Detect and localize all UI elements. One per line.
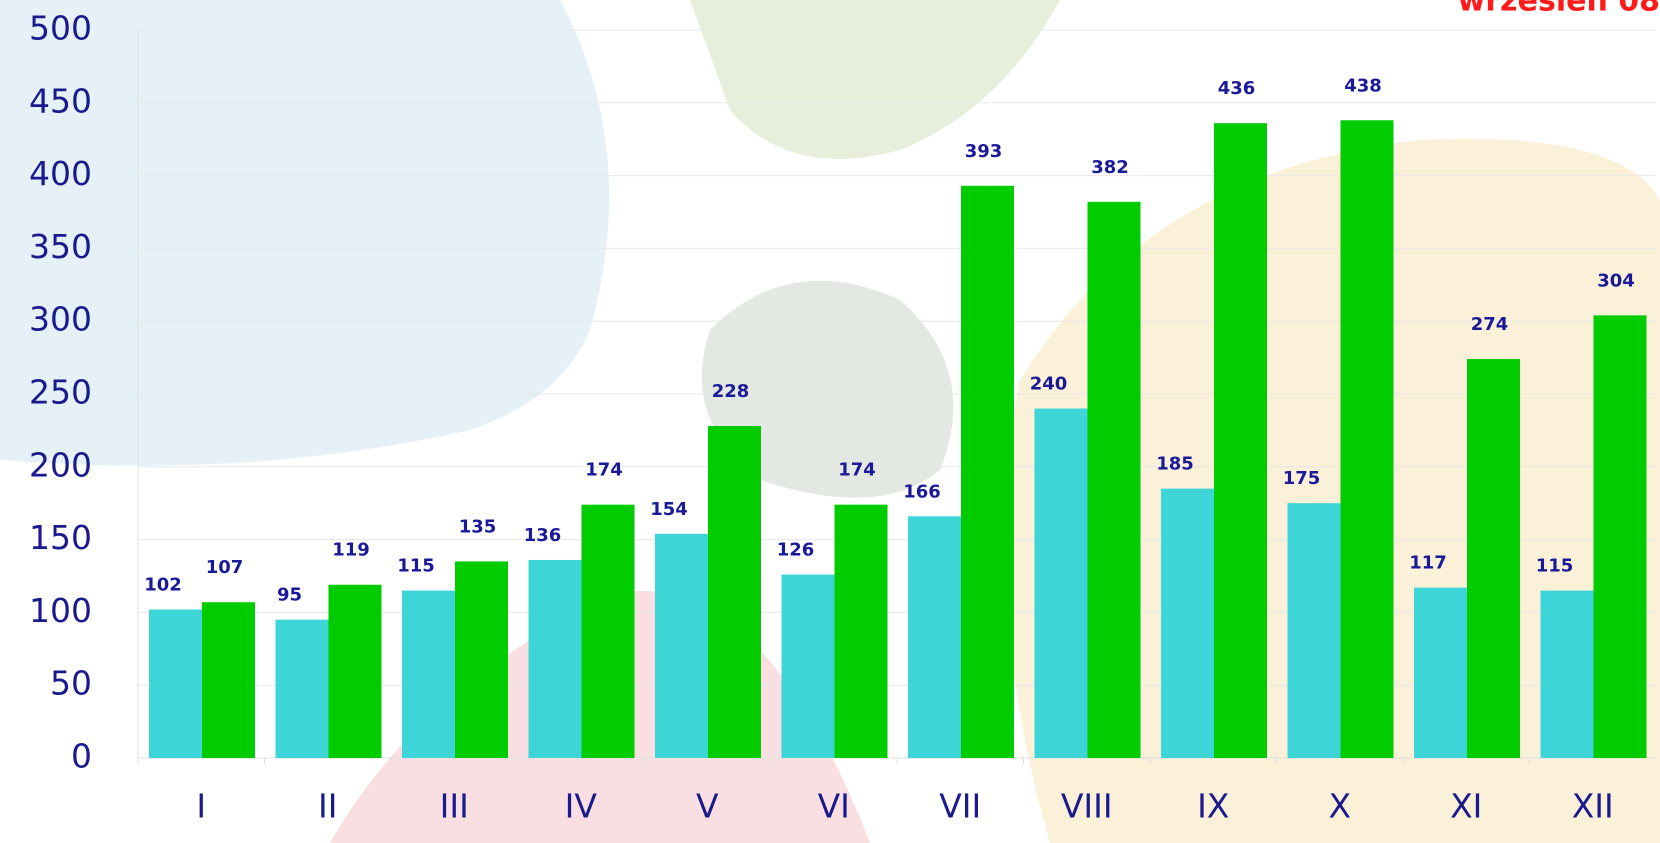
- bar: [782, 575, 835, 758]
- bar: [908, 516, 961, 758]
- bar: [708, 426, 761, 758]
- corner-label: wrzesień 08: [1458, 0, 1660, 19]
- bar: [276, 620, 329, 758]
- chart: wrzesień 08 0 50 100 150 200 250 300 350 400 450 5…: [0, 0, 1660, 843]
- x-tick-label: X: [1328, 787, 1351, 826]
- value-label: 438: [1344, 75, 1382, 96]
- value-label: 126: [777, 540, 815, 561]
- x-tick-label: IV: [565, 787, 598, 826]
- y-tick-label: 400: [29, 154, 92, 193]
- value-label: 166: [903, 481, 941, 502]
- bar: [149, 609, 202, 758]
- value-label: 274: [1471, 314, 1509, 335]
- x-tick-label: VI: [818, 787, 850, 826]
- value-label: 175: [1283, 468, 1321, 489]
- value-label: 115: [397, 556, 435, 577]
- bar: [1214, 123, 1267, 758]
- bar: [1035, 409, 1088, 758]
- value-label: 115: [1536, 556, 1574, 577]
- value-label: 154: [650, 499, 688, 520]
- y-tick-label: 150: [29, 518, 92, 557]
- value-label: 174: [585, 460, 623, 481]
- bar: [329, 585, 382, 758]
- bar: [1594, 315, 1647, 758]
- value-label: 185: [1156, 454, 1194, 475]
- value-label: 304: [1597, 270, 1635, 291]
- x-tick-label: IX: [1197, 787, 1229, 826]
- value-label: 95: [277, 585, 302, 606]
- bar: [961, 186, 1014, 758]
- value-label: 174: [838, 460, 876, 481]
- y-tick-label: 100: [29, 591, 92, 630]
- bar: [1088, 202, 1141, 758]
- bar: [202, 602, 255, 758]
- bar: [1288, 503, 1341, 758]
- bar: [1161, 489, 1214, 758]
- y-tick-label: 500: [29, 9, 92, 48]
- x-tick-label: VIII: [1061, 787, 1113, 826]
- value-label: 382: [1091, 157, 1129, 178]
- value-label: 228: [712, 381, 750, 402]
- x-tick-label: VII: [939, 787, 981, 826]
- value-label: 136: [524, 525, 562, 546]
- bar: [1467, 359, 1520, 758]
- x-tick-label: III: [440, 787, 469, 826]
- x-tick-label: V: [696, 787, 719, 826]
- x-tick-label: XI: [1450, 787, 1482, 826]
- x-tick-label: I: [196, 787, 206, 826]
- value-label: 135: [459, 516, 497, 537]
- bar: [529, 560, 582, 758]
- value-label: 436: [1218, 78, 1256, 99]
- bar: [455, 561, 508, 758]
- y-tick-label: 250: [29, 373, 92, 412]
- value-label: 117: [1409, 553, 1447, 574]
- value-label: 240: [1030, 374, 1068, 395]
- bar: [582, 505, 635, 758]
- bar: [1341, 120, 1394, 758]
- value-label: 393: [965, 141, 1003, 162]
- y-tick-label: 350: [29, 227, 92, 266]
- value-label: 119: [332, 540, 370, 561]
- bar: [1414, 588, 1467, 758]
- x-tick-label: XII: [1572, 787, 1614, 826]
- value-label: 102: [144, 574, 182, 595]
- value-label: 107: [206, 557, 244, 578]
- y-tick-label: 450: [29, 81, 92, 120]
- y-tick-label: 300: [29, 300, 92, 339]
- bar: [655, 534, 708, 758]
- y-tick-label: 200: [29, 445, 92, 484]
- y-tick-label: 50: [50, 664, 92, 703]
- y-tick-label: 0: [71, 737, 92, 776]
- x-tick-label: II: [318, 787, 337, 826]
- bar: [835, 505, 888, 758]
- bar: [402, 591, 455, 758]
- bar: [1541, 591, 1594, 758]
